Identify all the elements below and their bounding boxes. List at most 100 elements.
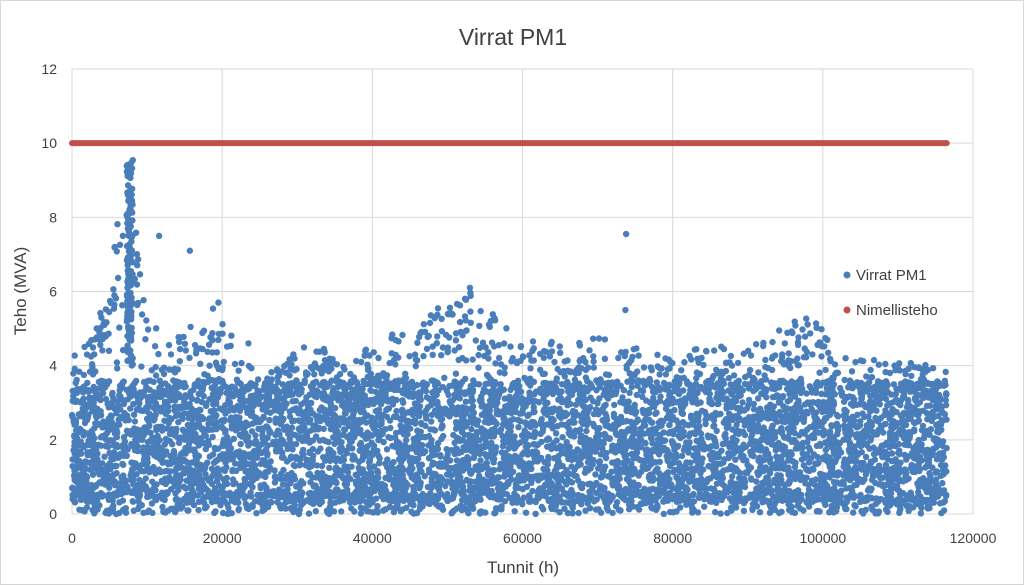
data-point	[410, 394, 416, 400]
data-point	[823, 447, 829, 453]
data-point	[753, 341, 759, 347]
data-point	[454, 301, 460, 307]
data-point	[241, 476, 247, 482]
data-point	[396, 456, 402, 462]
data-point	[543, 473, 549, 479]
data-point	[926, 463, 932, 469]
data-point	[116, 324, 122, 330]
data-point	[532, 421, 538, 427]
data-point	[421, 321, 427, 327]
data-point	[387, 360, 393, 366]
data-point	[893, 396, 899, 402]
data-point	[79, 507, 85, 513]
data-point	[99, 424, 105, 430]
data-point	[915, 493, 921, 499]
data-point	[159, 490, 165, 496]
data-point	[247, 490, 253, 496]
data-point	[668, 409, 674, 415]
data-point	[779, 498, 785, 504]
data-point	[359, 386, 365, 392]
data-point	[292, 463, 298, 469]
data-point	[692, 346, 698, 352]
data-point	[813, 476, 819, 482]
data-point	[943, 391, 949, 397]
data-point	[871, 357, 877, 363]
data-point	[395, 354, 401, 360]
data-point	[213, 458, 219, 464]
data-point	[492, 360, 498, 366]
data-point	[536, 473, 542, 479]
data-point	[457, 319, 463, 325]
data-point	[114, 365, 120, 371]
data-point	[872, 480, 878, 486]
data-point	[462, 313, 468, 319]
data-point	[802, 480, 808, 486]
data-point	[184, 507, 190, 513]
data-point	[258, 496, 264, 502]
data-point	[503, 325, 509, 331]
data-point	[578, 461, 584, 467]
data-point	[511, 490, 517, 496]
data-point	[97, 342, 103, 348]
data-point	[924, 403, 930, 409]
data-point	[916, 468, 922, 474]
data-point	[792, 510, 798, 516]
data-point	[626, 390, 632, 396]
data-point	[652, 411, 658, 417]
data-point	[406, 353, 412, 359]
data-point	[260, 415, 266, 421]
data-point	[480, 340, 486, 346]
data-point	[374, 468, 380, 474]
data-point	[468, 320, 474, 326]
data-point	[476, 323, 482, 329]
data-point	[114, 430, 120, 436]
data-point	[209, 337, 215, 343]
data-point	[592, 471, 598, 477]
data-point	[696, 428, 702, 434]
data-point	[882, 369, 888, 375]
data-point	[470, 356, 476, 362]
data-point	[556, 509, 562, 515]
data-point	[500, 443, 506, 449]
data-point	[341, 383, 347, 389]
data-point	[226, 443, 232, 449]
data-point	[857, 499, 863, 505]
data-point	[747, 367, 753, 373]
data-point	[649, 420, 655, 426]
data-point	[137, 271, 143, 277]
data-point	[741, 351, 747, 357]
data-point	[801, 354, 807, 360]
data-point	[536, 399, 542, 405]
data-point	[87, 368, 93, 374]
data-point	[456, 357, 462, 363]
data-point	[750, 453, 756, 459]
data-point	[937, 500, 943, 506]
data-point	[81, 372, 87, 378]
data-point	[564, 357, 570, 363]
data-point	[641, 364, 647, 370]
data-point	[145, 395, 151, 401]
data-point	[306, 490, 312, 496]
data-point	[436, 488, 442, 494]
data-point	[555, 366, 561, 372]
data-point	[526, 498, 532, 504]
data-point	[804, 321, 810, 327]
chart-title: Virrat PM1	[459, 24, 567, 50]
data-point	[901, 410, 907, 416]
data-point	[447, 457, 453, 463]
data-point	[742, 422, 748, 428]
data-point	[420, 353, 426, 359]
data-point	[117, 384, 123, 390]
data-point	[289, 446, 295, 452]
data-point	[115, 275, 121, 281]
data-point	[717, 510, 723, 516]
data-point	[856, 493, 862, 499]
data-point	[69, 456, 75, 462]
data-point	[664, 471, 670, 477]
data-point	[199, 330, 205, 336]
data-point	[453, 371, 459, 377]
data-point	[712, 509, 718, 515]
data-point	[414, 340, 420, 346]
data-point	[551, 359, 557, 365]
data-point	[126, 387, 132, 393]
